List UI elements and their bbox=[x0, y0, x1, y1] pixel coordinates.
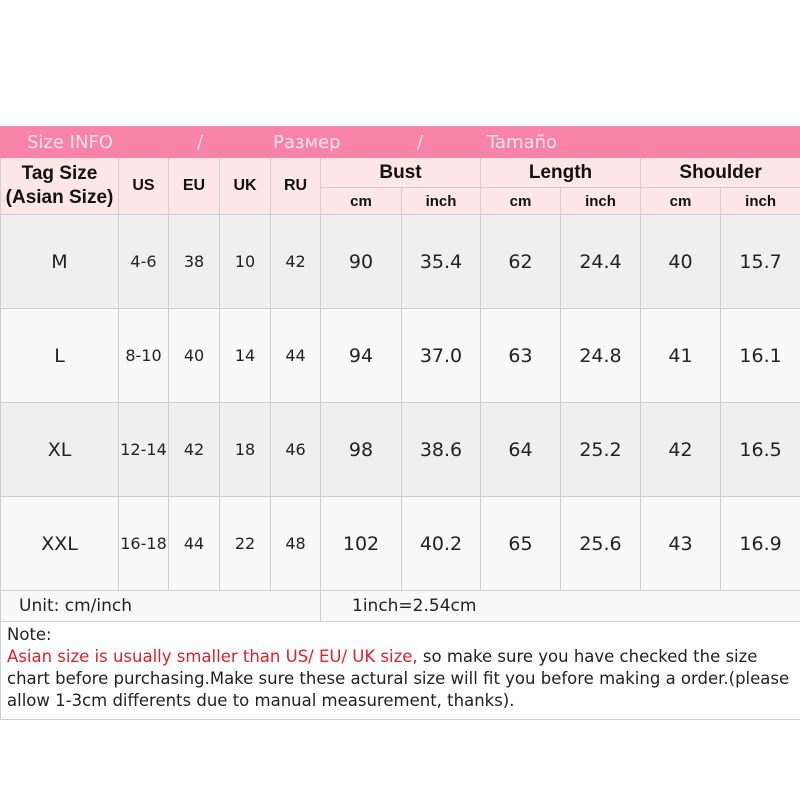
cell-sh-in: 16.9 bbox=[719, 496, 800, 591]
table-row: XXL 16-18 44 22 48 102 40.2 65 25.6 43 16.9 bbox=[0, 496, 800, 591]
cell-len-in: 25.2 bbox=[560, 402, 641, 497]
cell-len-cm: 64 bbox=[480, 402, 561, 497]
cell-len-in: 25.6 bbox=[560, 496, 641, 591]
cell-tag: XXL bbox=[0, 496, 119, 591]
note-body: so make sure you have checked the size c… bbox=[7, 647, 790, 710]
cell-us: 16-18 bbox=[118, 496, 169, 591]
cell-sh-cm: 40 bbox=[640, 214, 721, 309]
cell-eu: 42 bbox=[168, 402, 220, 497]
cell-sh-cm: 41 bbox=[640, 308, 721, 403]
note-warning: Asian size is usually smaller than US/ E… bbox=[7, 647, 418, 666]
cell-bust-cm: 98 bbox=[320, 402, 402, 497]
cell-sh-in: 16.5 bbox=[719, 402, 800, 497]
cell-bust-cm: 94 bbox=[320, 308, 402, 403]
unit-row: Unit: cm/inch 1inch=2.54cm bbox=[0, 590, 800, 622]
cell-eu: 40 bbox=[168, 308, 220, 403]
cell-bust-cm: 90 bbox=[320, 214, 402, 309]
cell-bust-cm: 102 bbox=[320, 496, 402, 591]
cell-len-cm: 62 bbox=[480, 214, 561, 309]
title-separator: / bbox=[197, 131, 204, 153]
subheader-row: cm inch cm inch cm inch bbox=[1, 187, 800, 215]
cell-sh-in: 15.7 bbox=[719, 214, 800, 309]
cell-uk: 18 bbox=[219, 402, 271, 497]
header-uk: UK bbox=[219, 157, 271, 215]
cell-len-in: 24.8 bbox=[560, 308, 641, 403]
cell-uk: 10 bbox=[219, 214, 271, 309]
cell-ru: 46 bbox=[270, 402, 321, 497]
header-length: Length bbox=[480, 157, 641, 188]
cell-sh-cm: 42 bbox=[640, 402, 721, 497]
table-row: XL 12-14 42 18 46 98 38.6 64 25.2 42 16.5 bbox=[0, 402, 800, 497]
title-bar: Size INFO / Размер / Tamaño bbox=[0, 126, 800, 158]
header-us: US bbox=[118, 157, 169, 215]
cell-ru: 44 bbox=[270, 308, 321, 403]
unit-conversion: 1inch=2.54cm bbox=[319, 590, 800, 622]
table-row: L 8-10 40 14 44 94 37.0 63 24.8 41 16.1 bbox=[0, 308, 800, 403]
cell-bust-in: 40.2 bbox=[401, 496, 481, 591]
header-tag-size: Tag Size (Asian Size) bbox=[0, 157, 119, 215]
header-ru: RU bbox=[270, 157, 321, 215]
cell-uk: 14 bbox=[219, 308, 271, 403]
title-tamano: Tamaño bbox=[487, 131, 558, 153]
cell-sh-cm: 43 bbox=[640, 496, 721, 591]
title-separator: / bbox=[417, 131, 424, 153]
cell-us: 8-10 bbox=[118, 308, 169, 403]
header-inch: inch bbox=[560, 187, 641, 215]
cell-ru: 48 bbox=[270, 496, 321, 591]
cell-ru: 42 bbox=[270, 214, 321, 309]
title-size-info: Size INFO bbox=[27, 131, 113, 153]
cell-bust-in: 38.6 bbox=[401, 402, 481, 497]
size-chart-table: Size INFO / Размер / Tamaño Tag Size (Asian S… bbox=[0, 126, 800, 720]
unit-label: Unit: cm/inch bbox=[0, 590, 321, 622]
cell-us: 4-6 bbox=[118, 214, 169, 309]
table-row: M 4-6 38 10 42 90 35.4 62 24.4 40 15.7 bbox=[0, 214, 800, 309]
cell-us: 12-14 bbox=[118, 402, 169, 497]
cell-len-cm: 65 bbox=[480, 496, 561, 591]
cell-len-in: 24.4 bbox=[560, 214, 641, 309]
title-razmer: Размер bbox=[273, 131, 341, 153]
cell-uk: 22 bbox=[219, 496, 271, 591]
cell-eu: 44 bbox=[168, 496, 220, 591]
note-text: Asian size is usually smaller than US/ E… bbox=[7, 646, 794, 712]
cell-len-cm: 63 bbox=[480, 308, 561, 403]
header-inch: inch bbox=[401, 187, 481, 215]
cell-sh-in: 16.1 bbox=[719, 308, 800, 403]
header-row: Tag Size (Asian Size) US EU UK RU Bust Le… bbox=[0, 157, 800, 215]
cell-tag: XL bbox=[0, 402, 119, 497]
header-shoulder: Shoulder bbox=[639, 157, 800, 188]
header-cm: cm bbox=[320, 187, 402, 215]
header-eu: EU bbox=[168, 157, 220, 215]
header-bust: Bust bbox=[320, 157, 481, 188]
cell-tag: M bbox=[0, 214, 119, 309]
cell-bust-in: 35.4 bbox=[401, 214, 481, 309]
cell-eu: 38 bbox=[168, 214, 220, 309]
note-row: Note: Asian size is usually smaller than… bbox=[0, 621, 800, 720]
header-cm: cm bbox=[480, 187, 561, 215]
cell-bust-in: 37.0 bbox=[401, 308, 481, 403]
note-heading: Note: bbox=[7, 625, 52, 644]
header-inch: inch bbox=[719, 187, 800, 215]
cell-tag: L bbox=[0, 308, 119, 403]
header-cm: cm bbox=[640, 187, 721, 215]
